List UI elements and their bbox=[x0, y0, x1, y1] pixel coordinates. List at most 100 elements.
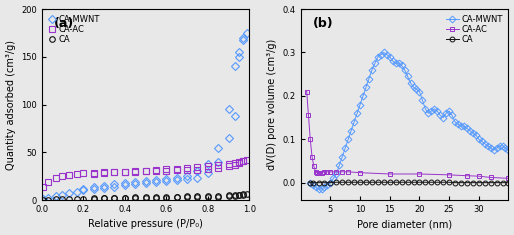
Line: CA-AC: CA-AC bbox=[40, 157, 250, 189]
CA-AC bbox=[505, 177, 511, 180]
CA-AC bbox=[475, 175, 482, 178]
CA-AC bbox=[387, 172, 393, 175]
CA-MWNT bbox=[205, 172, 211, 175]
CA-AC bbox=[90, 171, 97, 174]
CA bbox=[464, 181, 470, 184]
CA bbox=[393, 181, 399, 184]
CA bbox=[345, 181, 351, 184]
CA-MWNT bbox=[163, 180, 170, 183]
CA bbox=[327, 181, 334, 184]
CA bbox=[458, 181, 464, 184]
CA-MWNT bbox=[80, 189, 86, 192]
CA bbox=[434, 181, 440, 184]
CA-MWNT bbox=[53, 195, 59, 198]
CA-AC bbox=[215, 166, 222, 169]
CA bbox=[375, 181, 381, 184]
CA bbox=[153, 196, 159, 199]
CA-AC bbox=[132, 170, 138, 173]
CA bbox=[122, 197, 128, 200]
Line: CA: CA bbox=[40, 191, 250, 203]
CA bbox=[405, 181, 411, 184]
CA-AC bbox=[184, 169, 190, 172]
Text: (b): (b) bbox=[313, 17, 334, 30]
CA-AC bbox=[446, 173, 452, 176]
CA bbox=[339, 181, 345, 184]
CA bbox=[387, 181, 393, 184]
CA-MWNT bbox=[236, 55, 242, 58]
CA bbox=[446, 181, 452, 184]
CA-AC bbox=[464, 174, 470, 177]
CA bbox=[232, 195, 238, 197]
CA bbox=[493, 181, 500, 184]
CA-AC bbox=[333, 170, 339, 173]
CA bbox=[244, 192, 250, 195]
CA-AC bbox=[327, 170, 334, 173]
CA-MWNT bbox=[470, 131, 476, 134]
CA-MWNT bbox=[226, 137, 232, 139]
Text: (a): (a) bbox=[54, 17, 75, 30]
CA bbox=[488, 181, 494, 184]
CA-AC bbox=[40, 185, 46, 188]
Y-axis label: dV(D) pore volume (cm³/g): dV(D) pore volume (cm³/g) bbox=[267, 39, 277, 170]
Line: CA-AC: CA-AC bbox=[304, 89, 511, 181]
CA bbox=[410, 181, 416, 184]
CA-AC bbox=[314, 172, 320, 175]
CA bbox=[428, 181, 434, 184]
X-axis label: Relative pressure (P/P₀): Relative pressure (P/P₀) bbox=[88, 219, 203, 229]
CA bbox=[351, 181, 357, 184]
CA-AC bbox=[311, 165, 317, 168]
CA bbox=[53, 198, 59, 201]
CA bbox=[505, 181, 511, 184]
CA-AC bbox=[80, 172, 86, 175]
CA-AC bbox=[244, 159, 250, 161]
CA-MWNT bbox=[215, 161, 222, 163]
CA bbox=[236, 194, 242, 197]
CA bbox=[369, 181, 375, 184]
CA-AC bbox=[101, 171, 107, 174]
CA bbox=[440, 181, 446, 184]
CA-AC bbox=[60, 175, 66, 178]
CA bbox=[226, 195, 232, 198]
CA-MWNT bbox=[60, 193, 66, 196]
CA bbox=[381, 181, 387, 184]
CA-MWNT bbox=[490, 149, 497, 152]
CA bbox=[66, 198, 72, 200]
CA bbox=[40, 198, 46, 201]
CA-MWNT bbox=[66, 192, 72, 195]
CA-AC bbox=[226, 164, 232, 167]
Line: CA-MWNT: CA-MWNT bbox=[40, 30, 250, 201]
CA bbox=[132, 196, 138, 199]
CA bbox=[45, 198, 51, 201]
CA-AC bbox=[321, 170, 327, 173]
CA-AC bbox=[305, 114, 311, 117]
CA bbox=[398, 181, 405, 184]
CA bbox=[194, 196, 200, 199]
CA-MWNT bbox=[240, 38, 246, 41]
CA-AC bbox=[304, 90, 310, 93]
CA bbox=[500, 181, 506, 184]
CA bbox=[101, 197, 107, 200]
CA-AC bbox=[194, 168, 200, 171]
CA bbox=[205, 196, 211, 198]
CA bbox=[321, 181, 327, 184]
CA-MWNT bbox=[45, 196, 51, 199]
CA-MWNT bbox=[132, 183, 138, 186]
CA-MWNT bbox=[40, 197, 46, 200]
CA-AC bbox=[66, 173, 72, 176]
CA-MWNT bbox=[90, 188, 97, 190]
CA-MWNT bbox=[493, 147, 500, 149]
CA-AC bbox=[112, 171, 118, 174]
CA-MWNT bbox=[194, 177, 200, 180]
CA bbox=[309, 181, 316, 184]
CA bbox=[163, 196, 170, 199]
CA-AC bbox=[313, 170, 319, 173]
CA-MWNT bbox=[174, 179, 180, 182]
CA-MWNT bbox=[101, 186, 107, 189]
X-axis label: Pore diameter (nm): Pore diameter (nm) bbox=[357, 219, 452, 229]
CA bbox=[142, 196, 149, 199]
CA bbox=[333, 181, 339, 184]
Line: CA-MWNT: CA-MWNT bbox=[307, 50, 511, 192]
CA-AC bbox=[142, 170, 149, 173]
CA-AC bbox=[416, 172, 423, 175]
CA bbox=[452, 181, 458, 184]
